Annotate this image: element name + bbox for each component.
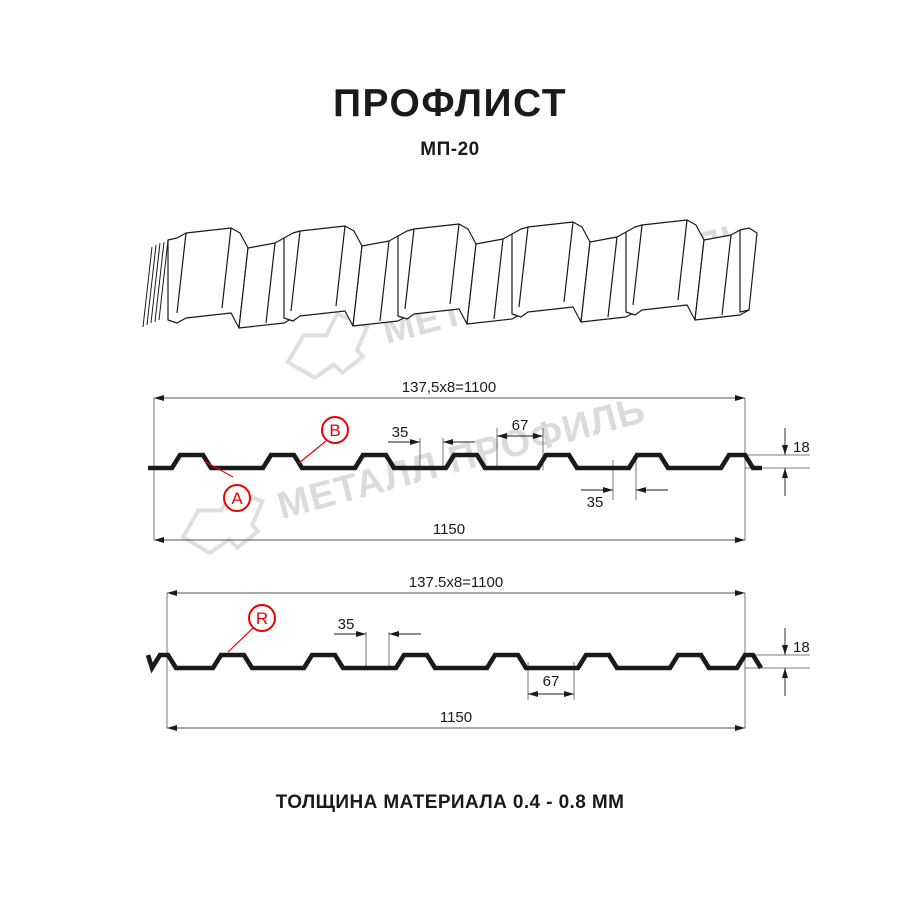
upper-dim-pitch-67: 67 <box>497 417 543 439</box>
watermark-logo-icon-2 <box>180 486 266 556</box>
page-title: ПРОФЛИСТ <box>332 82 568 125</box>
lower-dim-crest-35: 35 <box>334 616 421 637</box>
lower-dim-crest-35-label: 35 <box>338 616 355 633</box>
lower-dim-overall: 1150 <box>167 709 745 731</box>
upper-extension-lines <box>153 398 810 540</box>
upper-cross-section: 137,5x8=1100 1150 35 <box>148 379 810 543</box>
lower-dim-pitch-total: 137.5x8=1100 <box>167 574 745 596</box>
watermark-lower: МЕТАЛЛ ПРОФИЛЬ <box>180 389 650 556</box>
callout-a-label: A <box>231 489 243 508</box>
callout-a: A <box>203 460 251 512</box>
callout-b-label: B <box>329 421 340 440</box>
upper-dim-pitch-67-label: 67 <box>512 417 529 434</box>
lower-dim-pitch-total-label: 137.5x8=1100 <box>409 574 503 591</box>
upper-dim-pitch-total: 137,5x8=1100 <box>154 379 745 401</box>
lower-dim-pitch-67-label: 67 <box>543 673 560 690</box>
model-subtitle: МП-20 <box>420 138 480 160</box>
lower-dim-overall-label: 1150 <box>440 709 472 726</box>
lower-cross-section: 137.5x8=1100 1150 35 <box>145 574 810 731</box>
upper-dim-crest-35-label: 35 <box>392 424 409 441</box>
callout-b: B <box>298 416 349 464</box>
upper-profile-polyline <box>148 452 762 471</box>
upper-dim-height-18-label: 18 <box>793 439 810 456</box>
upper-dim-overall-label: 1150 <box>433 521 465 538</box>
upper-dim-valley-35-label: 35 <box>587 494 604 511</box>
material-thickness-note: ТОЛЩИНА МАТЕРИАЛА 0.4 - 0.8 ММ <box>275 792 625 813</box>
callout-r: R <box>227 604 276 653</box>
upper-dim-height-18: 18 <box>782 428 810 496</box>
watermark-logo-icon <box>285 311 371 381</box>
corrugation-units <box>167 219 758 329</box>
sheet-edge-thickness <box>142 239 169 328</box>
upper-dim-pitch-total-label: 137,5x8=1100 <box>402 379 496 396</box>
upper-dim-overall: 1150 <box>154 521 745 543</box>
upper-dim-valley-35: 35 <box>581 487 668 511</box>
lower-dim-height-18: 18 <box>782 628 810 696</box>
callout-r-label: R <box>256 609 268 628</box>
isometric-profile-view <box>142 219 758 329</box>
lower-profile-polyline <box>145 652 763 674</box>
upper-dim-crest-35: 35 <box>388 424 475 445</box>
lower-dim-pitch-67: 67 <box>528 673 574 697</box>
lower-dim-height-18-label: 18 <box>793 639 810 656</box>
title-block: ПРОФЛИСТ МП-20 <box>0 82 900 161</box>
